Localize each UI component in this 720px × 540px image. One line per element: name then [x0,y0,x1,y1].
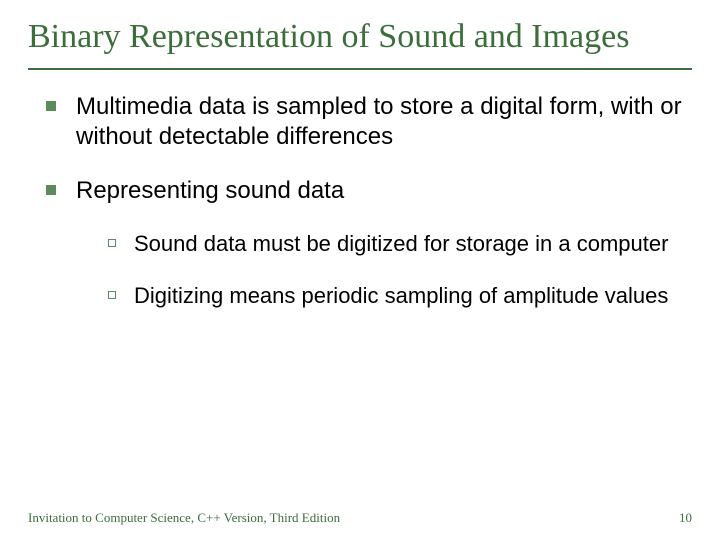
slide-title: Binary Representation of Sound and Image… [28,18,692,56]
list-item: Multimedia data is sampled to store a di… [46,92,692,152]
square-bullet-icon [46,101,56,111]
list-item: Sound data must be digitized for storage… [108,230,692,258]
sub-bullet-list: Sound data must be digitized for storage… [46,230,692,309]
list-item-text: Sound data must be digitized for storage… [134,230,668,258]
page-number: 10 [679,510,692,526]
slide: Binary Representation of Sound and Image… [0,0,720,540]
bullet-list: Multimedia data is sampled to store a di… [28,92,692,309]
title-block: Binary Representation of Sound and Image… [28,18,692,70]
slide-footer: Invitation to Computer Science, C++ Vers… [28,510,692,526]
list-item: Digitizing means periodic sampling of am… [108,282,692,310]
list-item-text: Representing sound data [76,176,344,206]
list-item: Representing sound data [46,176,692,206]
list-item-text: Multimedia data is sampled to store a di… [76,92,692,152]
list-item-text: Digitizing means periodic sampling of am… [134,282,668,310]
square-bullet-icon [46,185,56,195]
footer-source: Invitation to Computer Science, C++ Vers… [28,510,340,526]
hollow-square-bullet-icon [108,291,116,299]
hollow-square-bullet-icon [108,239,116,247]
